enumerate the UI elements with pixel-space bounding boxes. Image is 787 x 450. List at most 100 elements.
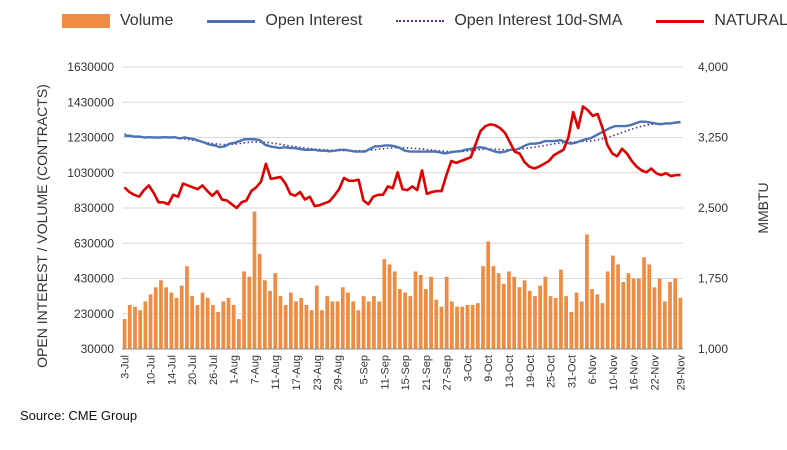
volume-bar: [470, 304, 475, 349]
legend-item-open-interest: Open Interest: [207, 12, 362, 30]
legend-swatch-oi-sma: [396, 20, 445, 22]
volume-bar: [377, 301, 381, 349]
volume-bar: [538, 285, 543, 349]
volume-bar: [564, 296, 568, 349]
y2-tick-label: 1,750: [698, 272, 728, 286]
y-tick-label: 430000: [74, 272, 114, 286]
volume-bar: [340, 287, 345, 349]
volume-bar: [678, 297, 683, 349]
volume-bar: [496, 273, 501, 349]
x-tick-label: 5-Sep: [359, 355, 371, 384]
volume-bar: [527, 290, 532, 349]
volume-bar: [590, 289, 594, 349]
x-tick-label: 10-Nov: [608, 355, 620, 391]
volume-bar: [642, 257, 646, 349]
y-tick-label: 830000: [74, 201, 114, 215]
volume-bar: [257, 253, 262, 349]
volume-bar: [335, 301, 340, 349]
x-tick-label: 10-Jul: [146, 355, 158, 385]
volume-bar: [330, 301, 335, 349]
volume-bar: [579, 301, 584, 349]
legend-label-oi-sma: Open Interest 10d-SMA: [454, 12, 623, 29]
volume-bar: [657, 278, 662, 349]
volume-bar: [413, 271, 418, 349]
volume-bar: [553, 297, 558, 349]
volume-bar: [304, 304, 309, 349]
volume-bar: [221, 301, 226, 349]
x-tick-label: 1-Aug: [229, 355, 241, 384]
volume-bar: [548, 296, 553, 349]
volume-bar: [288, 292, 293, 349]
x-tick-label: 6-Nov: [587, 355, 599, 385]
volume-bar: [174, 297, 179, 349]
y2-tick-label: 3,250: [698, 131, 728, 145]
x-tick-label: 26-Jul: [208, 355, 220, 385]
volume-bar: [636, 278, 641, 349]
volume-bar: [455, 306, 459, 349]
x-tick-label: 20-Jul: [187, 355, 199, 385]
volume-bar: [127, 304, 132, 349]
open-interest-line: [124, 120, 681, 155]
x-tick-label: 17-Aug: [291, 355, 303, 390]
volume-bar: [273, 273, 278, 349]
y-tick-label: 230000: [74, 307, 114, 321]
chart-legend: Volume Open Interest Open Interest 10d-S…: [62, 12, 787, 30]
y2-tick-label: 2,500: [698, 201, 728, 215]
volume-bar: [387, 264, 392, 349]
volume-bar: [309, 310, 314, 349]
volume-bar: [512, 276, 517, 349]
x-tick-label: 29-Nov: [675, 355, 687, 391]
volume-bar: [647, 264, 652, 349]
volume-bar: [247, 276, 252, 349]
legend-swatch-volume: [62, 14, 110, 28]
x-tick-label: 27-Sep: [442, 355, 454, 390]
volume-bar: [408, 296, 413, 349]
volume-bar: [211, 304, 215, 349]
x-tick-label: 16-Nov: [629, 355, 641, 391]
volume-bar: [320, 310, 324, 349]
legend-label-volume: Volume: [120, 12, 174, 29]
volume-bar: [611, 255, 615, 349]
x-tick-label: 23-Aug: [312, 355, 324, 390]
volume-bar: [143, 301, 148, 349]
volume-bar: [486, 241, 491, 349]
volume-bar: [517, 287, 522, 349]
x-tick-label: 31-Oct: [566, 355, 578, 388]
volume-bar: [278, 296, 283, 349]
volume-bar: [439, 306, 444, 349]
x-tick-label: 3-Oct: [462, 355, 474, 382]
y-tick-label: 630000: [74, 236, 114, 250]
x-tick-label: 13-Oct: [504, 355, 516, 388]
volume-bar: [138, 310, 143, 349]
legend-item-volume: Volume: [62, 12, 173, 30]
volume-bar: [398, 289, 402, 349]
source-note: Source: CME Group: [20, 408, 138, 423]
volume-bar: [195, 304, 200, 349]
volume-bar: [356, 310, 361, 349]
volume-bar: [418, 274, 423, 349]
legend-label-natural-gas: NATURAL GAS: [714, 12, 787, 29]
volume-bar: [262, 280, 267, 349]
volume-bar: [460, 306, 465, 349]
legend-swatch-natural-gas: [656, 19, 705, 23]
volume-bar: [242, 271, 246, 349]
y-tick-label: 1030000: [67, 166, 114, 180]
volume-bar: [382, 259, 387, 349]
volume-bar: [631, 278, 636, 349]
volume-bar: [346, 292, 350, 349]
volume-bar: [252, 211, 257, 349]
volume-bar: [372, 296, 376, 349]
volume-bar: [595, 294, 600, 349]
volume-bar: [626, 273, 631, 349]
x-tick-label: 22-Nov: [649, 355, 661, 391]
x-tick-label: 21-Sep: [421, 355, 433, 390]
y-tick-label: 1430000: [67, 95, 114, 109]
volume-bar: [605, 271, 610, 349]
volume-bar: [507, 271, 511, 349]
volume-bar: [216, 311, 220, 349]
volume-bar: [449, 301, 454, 349]
x-tick-label: 14-Jul: [166, 355, 178, 385]
volume-bar: [366, 301, 371, 349]
volume-bar: [491, 266, 496, 349]
